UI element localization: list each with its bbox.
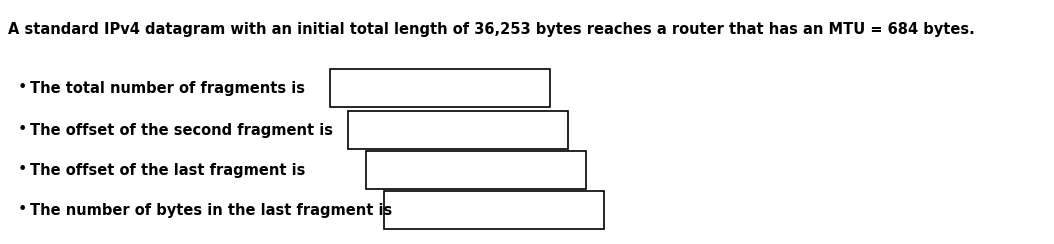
Text: The total number of fragments is: The total number of fragments is (30, 81, 305, 95)
Bar (330, 69, 550, 107)
Text: •: • (18, 122, 27, 138)
Text: •: • (18, 203, 27, 217)
Bar (366, 151, 586, 189)
Text: The number of bytes in the last fragment is: The number of bytes in the last fragment… (30, 203, 392, 217)
Text: The offset of the last fragment is: The offset of the last fragment is (30, 163, 306, 177)
Bar (348, 111, 568, 149)
Text: A standard IPv4 datagram with an initial total length of 36,253 bytes reaches a : A standard IPv4 datagram with an initial… (8, 22, 975, 37)
Text: •: • (18, 81, 27, 95)
Text: •: • (18, 163, 27, 177)
Bar (384, 191, 604, 229)
Text: The offset of the second fragment is: The offset of the second fragment is (30, 122, 333, 138)
